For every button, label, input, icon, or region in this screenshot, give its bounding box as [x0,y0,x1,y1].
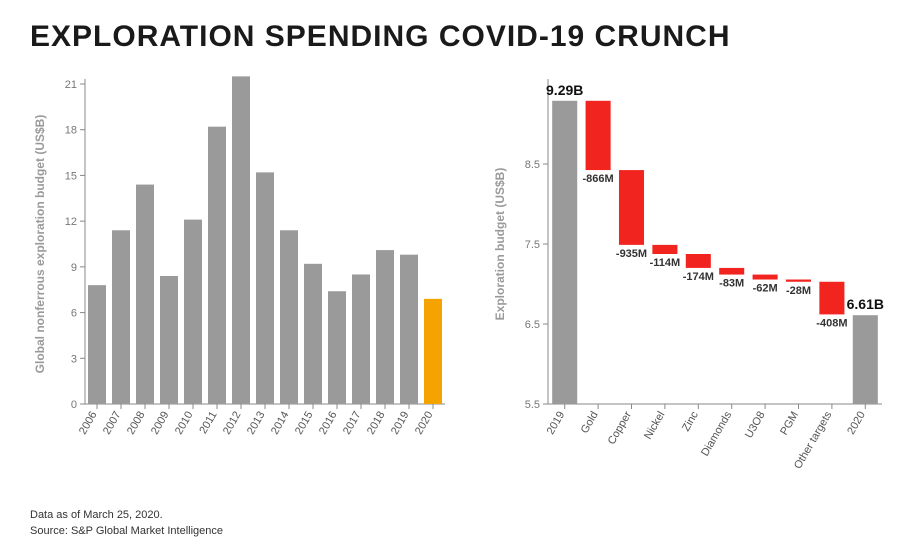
svg-text:9: 9 [71,262,77,274]
right-x-label: Diamonds [699,409,734,458]
left-bar [352,274,370,404]
svg-text:5.5: 5.5 [525,399,540,411]
right-x-label: 2019 [545,410,568,437]
right-bar [753,275,778,280]
right-x-label: Gold [579,410,601,436]
svg-text:7.5: 7.5 [525,239,540,251]
footnote-line-2: Source: S&P Global Market Intelligence [30,524,223,539]
right-bar [619,170,644,245]
right-value-label: 6.61B [847,296,884,312]
page-title: EXPLORATION SPENDING COVID-19 CRUNCH [30,20,885,54]
right-value-label: -866M [583,173,614,185]
left-bar [256,172,274,404]
right-bar [552,101,577,404]
left-bar [304,264,322,404]
right-x-label: PGM [778,410,801,438]
svg-text:6: 6 [71,308,77,320]
right-bar [819,282,844,315]
right-bar [652,245,677,254]
right-value-label: -62M [753,283,778,295]
right-x-label: Nickel [642,410,667,442]
svg-text:15: 15 [65,170,77,182]
right-value-label: -935M [616,248,647,260]
left-bar [328,291,346,404]
right-value-label: -408M [816,317,847,329]
right-value-label: -28M [786,285,811,297]
right-bar [853,315,878,404]
right-bar [686,254,711,268]
left-bar [112,230,130,404]
right-x-label: U3O8 [743,410,768,441]
left-x-label: 2007 [101,410,124,437]
left-x-label: 2012 [221,410,244,437]
left-x-label: 2015 [293,410,316,437]
footnote: Data as of March 25, 2020. Source: S&P G… [30,508,223,539]
left-bar [232,76,250,404]
footnote-line-1: Data as of March 25, 2020. [30,508,223,523]
left-x-label: 2020 [413,410,436,437]
right-value-label: -174M [683,271,714,283]
right-bar [719,268,744,275]
right-value-label: -114M [650,257,681,269]
svg-text:21: 21 [65,79,77,91]
svg-text:0: 0 [71,399,77,411]
svg-text:12: 12 [65,216,77,228]
svg-text:3: 3 [71,353,77,365]
right-waterfall-chart: Exploration budget (US$B) 5.5 6.5 7.5 8.5 9.2… [490,74,890,474]
left-bar [424,299,442,404]
left-bar [160,276,178,404]
right-x-label: Zinc [680,409,701,433]
left-x-label: 2014 [269,410,292,437]
right-y-axis-label: Exploration budget (US$B) [493,168,507,321]
right-chart-svg: Exploration budget (US$B) 5.5 6.5 7.5 8.5 9.2… [490,74,890,474]
right-bar [586,101,611,170]
right-x-label: 2020 [845,410,868,437]
left-x-label: 2018 [365,410,388,437]
left-bar [400,255,418,404]
svg-text:18: 18 [65,125,77,137]
left-bar-chart: Global nonferrous exploration budget (US… [30,74,450,474]
left-x-label: 2013 [245,410,268,437]
left-bar [136,185,154,404]
right-value-label: 9.29B [546,82,583,98]
left-x-label: 2006 [77,410,100,437]
left-bar [88,285,106,404]
left-bar [208,127,226,404]
left-chart-svg: Global nonferrous exploration budget (US… [30,74,450,474]
left-x-label: 2019 [389,410,412,437]
left-x-label: 2008 [125,410,148,437]
left-x-label: 2011 [197,410,219,436]
left-x-label: 2010 [173,410,196,437]
left-x-label: 2016 [317,410,340,437]
right-x-label: Copper [606,409,635,447]
left-y-axis-label: Global nonferrous exploration budget (US… [33,115,47,374]
left-x-label: 2009 [149,410,172,437]
svg-text:6.5: 6.5 [525,319,540,331]
left-bar [184,220,202,404]
left-bar [280,230,298,404]
right-bar [786,280,811,282]
right-value-label: -83M [719,278,744,290]
left-bar [376,250,394,404]
left-x-label: 2017 [341,410,364,437]
svg-text:8.5: 8.5 [525,159,540,171]
